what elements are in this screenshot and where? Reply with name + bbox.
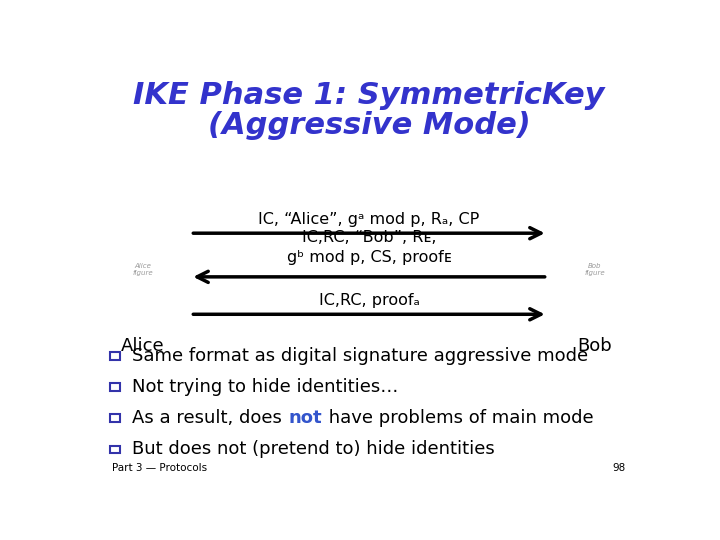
Bar (110, 415, 120, 422)
Bar (110, 352, 120, 360)
Text: As a result, does: As a result, does (132, 409, 287, 427)
Text: Bob: Bob (577, 337, 613, 355)
Text: not: not (289, 409, 323, 427)
Bar (110, 383, 120, 391)
Text: IC,RC, “Bob”, Rᴇ,: IC,RC, “Bob”, Rᴇ, (302, 230, 436, 245)
Text: Not trying to hide identities…: Not trying to hide identities… (132, 378, 398, 396)
Text: have problems of main mode: have problems of main mode (323, 409, 594, 427)
Text: Part 3 — Protocols: Part 3 — Protocols (112, 463, 207, 473)
Text: gᵇ mod p, CS, proofᴇ: gᵇ mod p, CS, proofᴇ (287, 251, 451, 266)
Text: Alice
figure: Alice figure (132, 263, 153, 276)
Text: But does not (pretend to) hide identities: But does not (pretend to) hide identitie… (132, 441, 495, 458)
Text: 98: 98 (613, 463, 626, 473)
Text: Bob
figure: Bob figure (585, 263, 606, 276)
Text: (Aggressive Mode): (Aggressive Mode) (207, 111, 531, 140)
Bar (110, 446, 120, 453)
Text: IKE Phase 1: SymmetricKey: IKE Phase 1: SymmetricKey (133, 82, 605, 111)
Text: IC, “Alice”, gᵃ mod p, Rₐ, CP: IC, “Alice”, gᵃ mod p, Rₐ, CP (258, 212, 480, 227)
Text: IC,RC, proofₐ: IC,RC, proofₐ (318, 293, 420, 308)
Text: Same format as digital signature aggressive mode: Same format as digital signature aggress… (132, 347, 588, 365)
Text: Alice: Alice (121, 337, 165, 355)
